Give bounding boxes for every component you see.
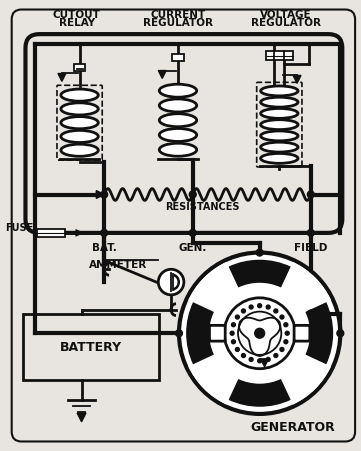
Circle shape	[307, 310, 314, 317]
Text: CURRENT: CURRENT	[151, 9, 206, 19]
Circle shape	[274, 354, 278, 358]
Circle shape	[256, 249, 263, 256]
Circle shape	[158, 269, 184, 295]
Polygon shape	[293, 75, 301, 83]
Ellipse shape	[261, 142, 298, 152]
Circle shape	[337, 330, 344, 337]
Ellipse shape	[159, 99, 197, 112]
Wedge shape	[188, 333, 260, 405]
Polygon shape	[96, 191, 104, 198]
Ellipse shape	[159, 143, 197, 156]
Ellipse shape	[261, 120, 298, 129]
Bar	[74, 64, 86, 70]
Text: REGULATOR: REGULATOR	[251, 18, 321, 28]
Circle shape	[175, 330, 182, 337]
Text: REGULATOR: REGULATOR	[143, 18, 213, 28]
Ellipse shape	[159, 114, 197, 127]
Text: CUTOUT: CUTOUT	[53, 9, 101, 19]
Text: FUSE: FUSE	[5, 223, 33, 233]
Ellipse shape	[61, 89, 98, 101]
Ellipse shape	[261, 131, 298, 141]
Wedge shape	[260, 262, 331, 333]
Circle shape	[255, 328, 265, 338]
Wedge shape	[188, 262, 260, 333]
Circle shape	[179, 253, 340, 414]
Circle shape	[242, 309, 245, 313]
Circle shape	[235, 315, 239, 319]
Circle shape	[284, 340, 288, 344]
Circle shape	[258, 359, 262, 363]
Circle shape	[258, 304, 262, 308]
Ellipse shape	[261, 153, 298, 163]
Circle shape	[242, 354, 245, 358]
Wedge shape	[260, 333, 331, 405]
FancyBboxPatch shape	[209, 325, 225, 341]
Text: RESISTANCES: RESISTANCES	[165, 202, 240, 212]
Text: VOLTAGE: VOLTAGE	[260, 9, 312, 19]
Circle shape	[249, 305, 253, 309]
Ellipse shape	[261, 97, 298, 107]
FancyBboxPatch shape	[294, 325, 310, 341]
Circle shape	[101, 191, 108, 198]
Ellipse shape	[261, 86, 298, 96]
Wedge shape	[187, 303, 213, 364]
Ellipse shape	[261, 108, 298, 118]
Ellipse shape	[61, 103, 98, 115]
Text: GENERATOR: GENERATOR	[251, 421, 335, 434]
Polygon shape	[158, 70, 166, 78]
Circle shape	[280, 347, 284, 351]
Ellipse shape	[159, 84, 197, 97]
Circle shape	[235, 347, 239, 351]
Text: GEN.: GEN.	[179, 243, 207, 253]
Polygon shape	[58, 74, 66, 81]
Text: BATTERY: BATTERY	[60, 341, 122, 354]
Circle shape	[189, 230, 196, 236]
Circle shape	[249, 358, 253, 361]
Wedge shape	[229, 260, 290, 287]
Circle shape	[280, 315, 284, 319]
Circle shape	[266, 358, 270, 361]
Ellipse shape	[61, 144, 98, 156]
Text: BAT.: BAT.	[92, 243, 117, 253]
Text: AMMETER: AMMETER	[90, 260, 148, 270]
Ellipse shape	[61, 117, 98, 129]
Circle shape	[238, 312, 281, 355]
Bar	[37, 229, 65, 237]
Ellipse shape	[159, 129, 197, 142]
Bar	[266, 51, 293, 60]
Circle shape	[307, 191, 314, 198]
Circle shape	[274, 309, 278, 313]
Circle shape	[230, 331, 234, 335]
Circle shape	[189, 191, 196, 198]
Text: FIELD: FIELD	[294, 243, 327, 253]
Circle shape	[266, 305, 270, 309]
Circle shape	[101, 230, 108, 236]
Text: RELAY: RELAY	[58, 18, 95, 28]
Circle shape	[224, 298, 295, 368]
Circle shape	[285, 331, 289, 335]
Circle shape	[231, 323, 235, 327]
Wedge shape	[229, 380, 290, 406]
Polygon shape	[261, 359, 269, 367]
Wedge shape	[306, 303, 332, 364]
Bar	[172, 54, 184, 61]
Circle shape	[284, 323, 288, 327]
Ellipse shape	[61, 130, 98, 143]
Bar	[23, 313, 159, 381]
Circle shape	[231, 340, 235, 344]
Polygon shape	[77, 413, 86, 422]
Circle shape	[307, 230, 314, 236]
